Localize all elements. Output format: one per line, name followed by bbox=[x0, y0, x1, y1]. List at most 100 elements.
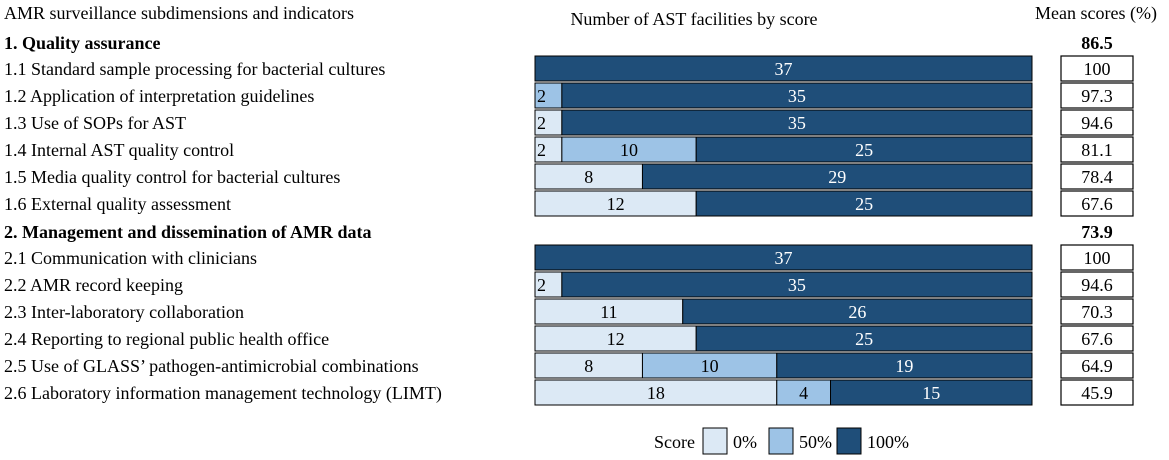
bar-segment-0pct bbox=[534, 379, 778, 406]
mean-header: Mean scores (%) bbox=[1035, 3, 1157, 24]
bar-segment-100pct bbox=[534, 244, 1033, 271]
mean-score-box bbox=[1060, 190, 1134, 217]
bar-segment-100pct bbox=[534, 55, 1033, 82]
bar-segment-0pct bbox=[534, 271, 563, 298]
bar-segment-100pct bbox=[682, 298, 1033, 325]
row-label: 1.5 Media quality control for bacterial … bbox=[4, 167, 340, 187]
bar-segment-100pct bbox=[695, 136, 1033, 163]
row-label: 1.4 Internal AST quality control bbox=[4, 140, 234, 160]
mean-score-box bbox=[1060, 55, 1134, 82]
bar-value-label: 19 bbox=[895, 356, 913, 376]
row-label: 2.2 AMR record keeping bbox=[4, 275, 183, 295]
mean-score: 67.6 bbox=[1081, 329, 1113, 349]
mean-score: 97.3 bbox=[1081, 86, 1113, 106]
row-header: AMR surveillance subdimensions and indic… bbox=[4, 3, 354, 23]
row-label: 1.6 External quality assessment bbox=[4, 194, 231, 214]
bar-value-label: 2 bbox=[537, 86, 546, 106]
row-label: 2.1 Communication with clinicians bbox=[4, 248, 257, 268]
mean-score: 94.6 bbox=[1081, 275, 1113, 295]
section-title: 1. Quality assurance bbox=[4, 33, 161, 53]
mean-score: 100 bbox=[1084, 248, 1111, 268]
bar-value-label: 25 bbox=[855, 329, 873, 349]
section-mean: 73.9 bbox=[1081, 222, 1113, 242]
bar-value-label: 8 bbox=[584, 356, 593, 376]
legend-label: 50% bbox=[799, 432, 832, 452]
bar-segment-0pct bbox=[534, 136, 563, 163]
bar-value-label: 29 bbox=[828, 167, 846, 187]
bar-value-label: 18 bbox=[647, 383, 665, 403]
bar-value-label: 25 bbox=[855, 140, 873, 160]
bar-value-label: 11 bbox=[600, 302, 617, 322]
legend: Score 0% 50% 100% bbox=[654, 427, 909, 455]
bar-segment-100pct bbox=[561, 109, 1033, 136]
bar-segment-0pct bbox=[534, 163, 643, 190]
bar-segment-100pct bbox=[695, 325, 1033, 352]
section-title: 2. Management and dissemination of AMR d… bbox=[4, 222, 372, 242]
mean-score: 45.9 bbox=[1081, 383, 1113, 403]
mean-score: 100 bbox=[1084, 59, 1111, 79]
row-label: 1.1 Standard sample processing for bacte… bbox=[4, 59, 385, 79]
bar-value-label: 37 bbox=[775, 59, 793, 79]
mean-score: 67.6 bbox=[1081, 194, 1113, 214]
legend-swatch-1 bbox=[768, 427, 794, 455]
mean-score: 78.4 bbox=[1081, 167, 1113, 187]
bar-segment-50pct bbox=[534, 82, 563, 109]
mean-score-box bbox=[1060, 271, 1134, 298]
row-label: 1.3 Use of SOPs for AST bbox=[4, 113, 186, 133]
mean-score-box bbox=[1060, 163, 1134, 190]
bar-segment-0pct bbox=[534, 190, 697, 217]
row-label: 2.4 Reporting to regional public health … bbox=[4, 329, 329, 349]
legend-label: 0% bbox=[733, 432, 757, 452]
bar-segment-0pct bbox=[534, 325, 697, 352]
bar-segment-50pct bbox=[561, 136, 697, 163]
bar-segment-100pct bbox=[641, 163, 1033, 190]
mean-score-box bbox=[1060, 325, 1134, 352]
bar-value-label: 26 bbox=[848, 302, 866, 322]
row-label: 2.3 Inter-laboratory collaboration bbox=[4, 302, 244, 322]
bar-segment-100pct bbox=[830, 379, 1033, 406]
bar-value-label: 37 bbox=[775, 248, 793, 268]
bar-value-label: 10 bbox=[701, 356, 719, 376]
bar-value-label: 2 bbox=[537, 113, 546, 133]
bar-value-label: 10 bbox=[620, 140, 638, 160]
bar-value-label: 2 bbox=[537, 275, 546, 295]
bar-segment-50pct bbox=[641, 352, 778, 379]
bar-value-label: 4 bbox=[799, 383, 808, 403]
mean-score-box bbox=[1060, 109, 1134, 136]
mean-score: 94.6 bbox=[1081, 113, 1113, 133]
mean-score-box bbox=[1060, 244, 1134, 271]
mean-score-box bbox=[1060, 298, 1134, 325]
bar-segment-0pct bbox=[534, 109, 563, 136]
chart-title: Number of AST facilities by score bbox=[570, 9, 817, 29]
mean-score-box bbox=[1060, 82, 1134, 109]
mean-score: 64.9 bbox=[1081, 356, 1113, 376]
legend-title: Score bbox=[654, 432, 695, 452]
bar-value-label: 2 bbox=[537, 140, 546, 160]
bar-value-label: 35 bbox=[788, 113, 806, 133]
mean-score: 70.3 bbox=[1081, 302, 1113, 322]
bar-value-label: 35 bbox=[788, 275, 806, 295]
mean-score-box bbox=[1060, 136, 1134, 163]
rows-layer: 1. Quality assurance 86.5 1.1 Standard sam… bbox=[4, 33, 1134, 406]
bar-value-label: 15 bbox=[922, 383, 940, 403]
bar-value-label: 12 bbox=[607, 194, 625, 214]
bar-segment-100pct bbox=[695, 190, 1033, 217]
legend-swatch-0 bbox=[702, 427, 728, 455]
bar-segment-100pct bbox=[776, 352, 1033, 379]
legend-swatch-2 bbox=[836, 427, 862, 455]
bar-segment-50pct bbox=[776, 379, 832, 406]
bar-segment-100pct bbox=[561, 82, 1033, 109]
bar-value-label: 8 bbox=[584, 167, 593, 187]
mean-score: 81.1 bbox=[1081, 140, 1113, 160]
bar-value-label: 12 bbox=[607, 329, 625, 349]
bar-value-label: 35 bbox=[788, 86, 806, 106]
bar-value-label: 25 bbox=[855, 194, 873, 214]
bar-segment-100pct bbox=[561, 271, 1033, 298]
legend-label: 100% bbox=[867, 432, 909, 452]
row-label: 1.2 Application of interpretation guidel… bbox=[4, 86, 314, 106]
mean-score-box bbox=[1060, 352, 1134, 379]
section-mean: 86.5 bbox=[1081, 33, 1113, 53]
mean-score-box bbox=[1060, 379, 1134, 406]
row-label: 2.6 Laboratory information management te… bbox=[4, 383, 442, 404]
